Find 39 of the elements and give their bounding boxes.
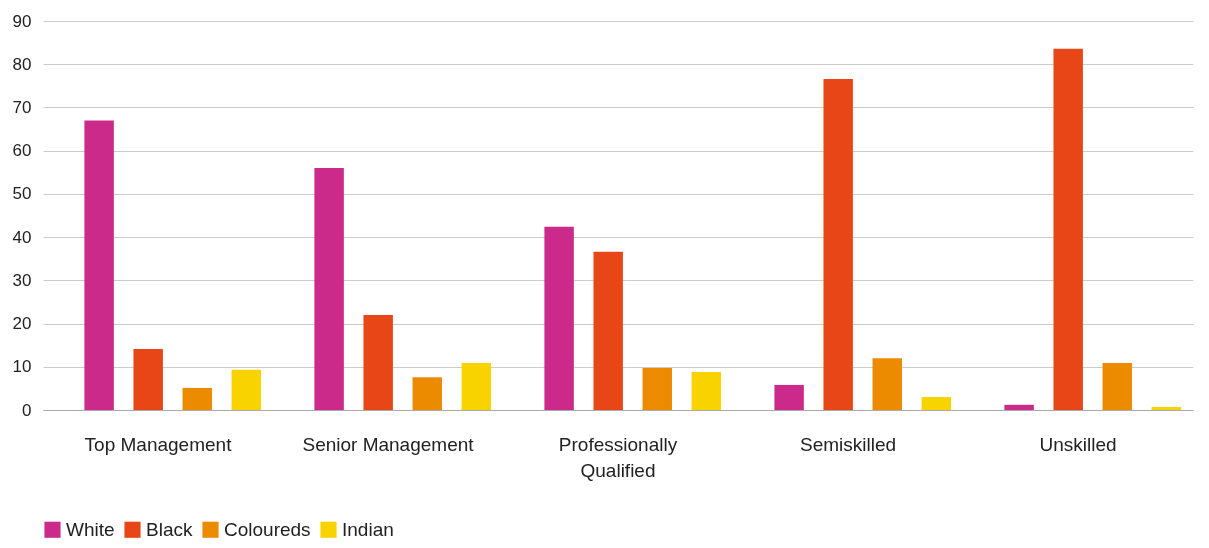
y-tick-label: 20	[12, 314, 32, 334]
bar	[182, 387, 212, 410]
y-tick-label: 10	[12, 357, 32, 377]
x-tick-label: Professionally Qualified	[558, 433, 678, 481]
bar	[461, 362, 492, 410]
bar	[314, 167, 344, 410]
x-tick-label: Semiskilled	[799, 433, 897, 455]
bar	[1053, 48, 1083, 410]
x-tick-label: Senior Management	[302, 433, 475, 455]
y-tick-label: 40	[12, 227, 32, 247]
y-tick-label: 90	[12, 11, 32, 31]
bar	[544, 226, 574, 410]
y-tick-label: 70	[12, 97, 32, 117]
bar	[1151, 406, 1182, 410]
legend-label: Black	[146, 518, 193, 540]
x-tick-label: Top Management	[84, 433, 233, 455]
bar	[412, 377, 442, 410]
bar	[84, 120, 114, 410]
y-tick-label: 30	[12, 270, 32, 290]
bar	[872, 358, 902, 410]
bar	[774, 384, 804, 410]
bar	[1102, 362, 1132, 410]
legend-label: Indian	[342, 518, 394, 540]
bar	[642, 368, 672, 410]
legend-label: Coloureds	[224, 518, 311, 540]
bar	[231, 369, 262, 410]
bar	[921, 397, 952, 410]
bar	[1004, 404, 1034, 410]
bar	[593, 251, 623, 410]
y-tick-label: 80	[12, 54, 32, 74]
bar	[823, 78, 853, 410]
bar	[133, 349, 163, 410]
legend-label: White	[66, 518, 115, 540]
y-tick-label: 60	[12, 141, 32, 161]
x-tick-label: Unskilled	[1039, 433, 1117, 455]
bar	[363, 314, 393, 410]
y-tick-label: 0	[22, 400, 32, 420]
bar	[691, 371, 722, 410]
y-tick-label: 50	[12, 184, 32, 204]
